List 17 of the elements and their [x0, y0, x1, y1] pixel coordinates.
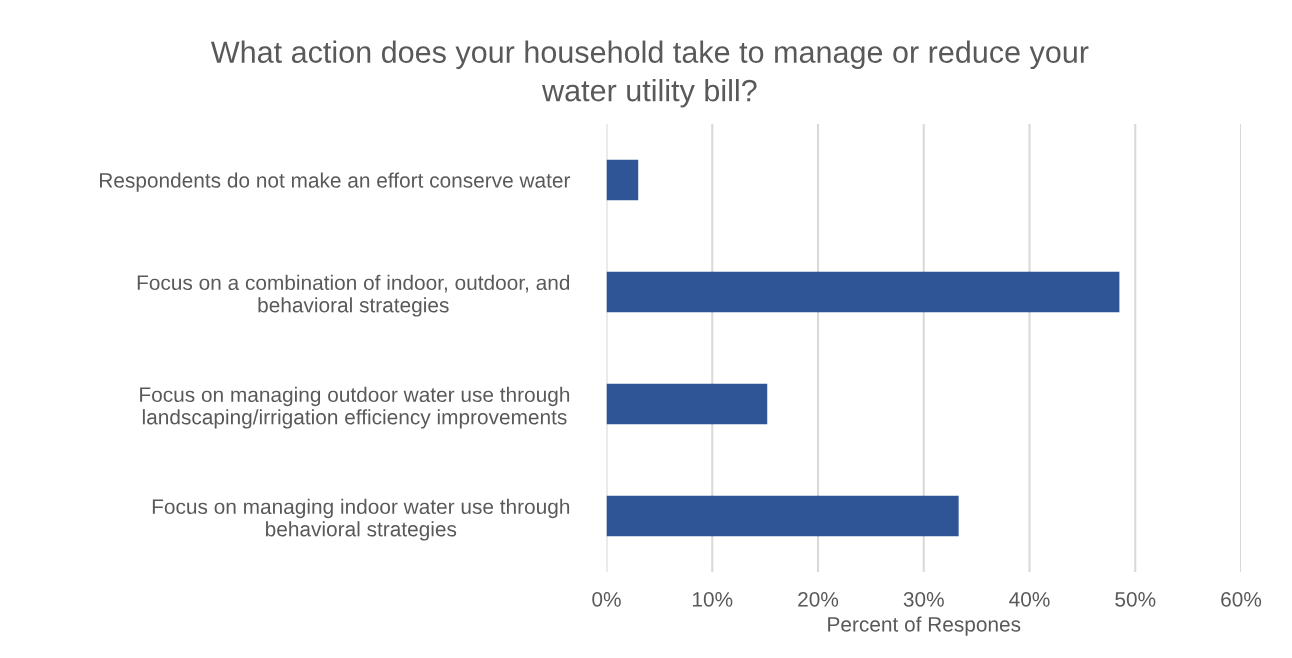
x-tick-label: 20%: [798, 591, 839, 607]
chart-title: What action does your household take to manage or reduce your water utility bill?: [210, 40, 1089, 108]
x-tick-label: 60%: [1221, 591, 1262, 607]
y-tick-label: Respondents do not make an effort conserve water: [100, 172, 571, 192]
y-tick-label: Focus on managing indoor water use through behavioral strategies: [152, 498, 570, 541]
bar: [606, 159, 639, 201]
x-axis-title: Percent of Respones: [828, 616, 1021, 636]
x-tick-label: 0%: [592, 591, 621, 607]
bar: [606, 495, 959, 537]
x-tick-label: 50%: [1115, 591, 1156, 607]
bar: [606, 383, 768, 425]
y-tick-label: Focus on managing outdoor water use through landscaping/irrigation efficiency improvements: [140, 386, 570, 429]
x-tick-label: 10%: [692, 591, 733, 607]
x-tick-label: 30%: [903, 591, 944, 607]
y-tick-label: Focus on a combination of indoor, outdoor, and behavioral strategies: [137, 274, 570, 317]
x-tick-label: 40%: [1009, 591, 1050, 607]
bar: [606, 271, 1120, 313]
